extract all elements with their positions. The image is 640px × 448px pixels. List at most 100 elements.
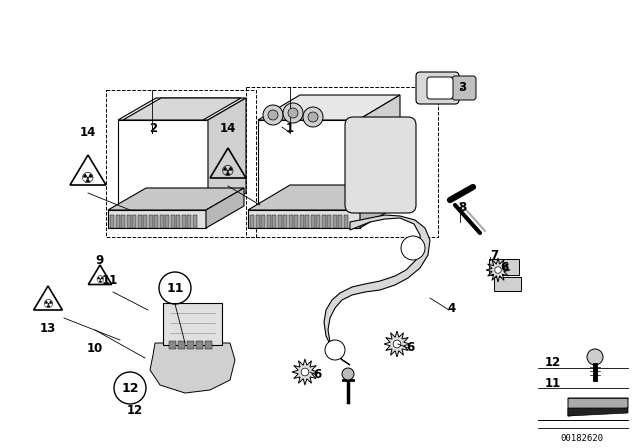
Bar: [138, 215, 141, 228]
Polygon shape: [108, 188, 244, 210]
Bar: [115, 215, 120, 228]
Bar: [182, 215, 186, 228]
Circle shape: [342, 368, 354, 380]
Bar: [283, 215, 287, 228]
Polygon shape: [324, 215, 430, 365]
Text: 12: 12: [121, 382, 139, 395]
Bar: [154, 215, 158, 228]
Bar: [148, 215, 152, 228]
Polygon shape: [486, 258, 510, 282]
Text: ☢: ☢: [42, 298, 54, 311]
Text: 3: 3: [458, 81, 466, 94]
Bar: [106, 90, 256, 237]
Bar: [169, 341, 176, 349]
Polygon shape: [358, 95, 400, 215]
Polygon shape: [360, 185, 402, 228]
Text: 12: 12: [127, 404, 143, 417]
FancyBboxPatch shape: [163, 303, 222, 345]
Bar: [205, 341, 212, 349]
Bar: [261, 215, 265, 228]
Text: 4: 4: [448, 302, 456, 314]
Text: ☢: ☢: [221, 164, 235, 178]
Circle shape: [283, 103, 303, 123]
Polygon shape: [258, 95, 400, 120]
Text: 6: 6: [406, 340, 414, 353]
Text: 11: 11: [166, 281, 184, 294]
Polygon shape: [118, 98, 246, 120]
Bar: [127, 215, 131, 228]
Bar: [250, 215, 254, 228]
Text: 12: 12: [545, 356, 561, 369]
Polygon shape: [384, 331, 410, 357]
Bar: [321, 215, 326, 228]
FancyBboxPatch shape: [494, 277, 521, 291]
Text: 6: 6: [313, 367, 321, 380]
Bar: [333, 215, 337, 228]
Circle shape: [268, 110, 278, 120]
Bar: [338, 215, 342, 228]
Bar: [327, 215, 331, 228]
Text: ☢: ☢: [95, 275, 104, 285]
Text: 9: 9: [96, 254, 104, 267]
Polygon shape: [258, 120, 358, 215]
Circle shape: [393, 340, 401, 348]
Bar: [110, 215, 114, 228]
Polygon shape: [206, 188, 244, 228]
Bar: [310, 215, 314, 228]
Polygon shape: [123, 98, 241, 120]
Bar: [316, 215, 320, 228]
Bar: [294, 215, 298, 228]
Polygon shape: [292, 359, 318, 385]
Text: 7: 7: [490, 249, 498, 262]
Circle shape: [308, 112, 318, 122]
FancyBboxPatch shape: [452, 76, 476, 100]
Bar: [272, 215, 276, 228]
Bar: [344, 215, 348, 228]
Circle shape: [401, 236, 425, 260]
Circle shape: [263, 105, 283, 125]
Text: 8: 8: [458, 201, 466, 214]
Polygon shape: [568, 408, 628, 416]
FancyBboxPatch shape: [345, 117, 416, 213]
Circle shape: [288, 108, 298, 118]
Text: ☢: ☢: [81, 171, 95, 185]
Polygon shape: [118, 120, 208, 215]
Bar: [300, 215, 303, 228]
Polygon shape: [208, 98, 246, 215]
Circle shape: [303, 107, 323, 127]
Bar: [246, 87, 438, 237]
Polygon shape: [108, 210, 206, 228]
Text: 14: 14: [80, 125, 96, 138]
Bar: [255, 215, 259, 228]
Bar: [187, 341, 194, 349]
FancyBboxPatch shape: [416, 72, 459, 104]
Bar: [170, 215, 175, 228]
Bar: [289, 215, 292, 228]
Bar: [278, 215, 282, 228]
Bar: [193, 215, 196, 228]
Bar: [178, 341, 185, 349]
Bar: [132, 215, 136, 228]
Polygon shape: [150, 343, 235, 393]
Text: 2: 2: [149, 121, 157, 134]
Text: 10: 10: [87, 341, 103, 354]
FancyBboxPatch shape: [489, 259, 519, 275]
Text: 13: 13: [40, 322, 56, 335]
Circle shape: [495, 267, 501, 273]
FancyBboxPatch shape: [427, 77, 453, 99]
Circle shape: [325, 340, 345, 360]
Bar: [159, 215, 163, 228]
Bar: [187, 215, 191, 228]
Text: 6: 6: [500, 260, 508, 273]
Text: 14: 14: [220, 121, 236, 134]
Polygon shape: [248, 210, 360, 228]
Bar: [196, 341, 203, 349]
Text: 1: 1: [286, 121, 294, 134]
Text: 11: 11: [545, 376, 561, 389]
Bar: [143, 215, 147, 228]
Bar: [266, 215, 271, 228]
Polygon shape: [568, 398, 628, 416]
Circle shape: [301, 368, 309, 376]
Bar: [165, 215, 169, 228]
Circle shape: [587, 349, 603, 365]
